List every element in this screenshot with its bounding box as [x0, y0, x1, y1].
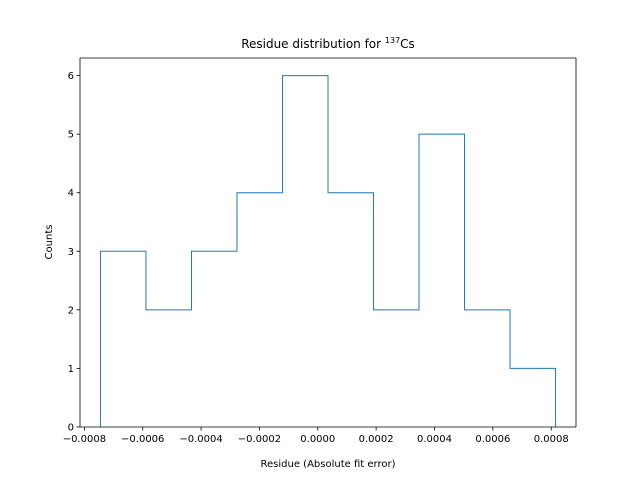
y-tick-label: 3	[68, 247, 74, 258]
x-tick-label: 0.0002	[359, 434, 394, 445]
chart-title: Residue distribution for 137Cs	[241, 36, 415, 51]
x-axis-label: Residue (Absolute fit error)	[261, 459, 396, 470]
y-tick-label: 6	[68, 71, 74, 82]
chart-title-superscript: 137	[385, 36, 400, 45]
x-tick-label: −0.0002	[238, 434, 281, 445]
x-tick-label: −0.0006	[121, 434, 164, 445]
x-tick-label: 0.0006	[475, 434, 510, 445]
y-tick-label: 5	[68, 130, 74, 141]
histogram-step-line	[99, 75, 557, 427]
y-tick-label: 0	[68, 423, 74, 434]
axes-frame	[79, 57, 577, 428]
x-tick-label: 0.0004	[417, 434, 452, 445]
y-axis-ticks: 0 1 2 3 4 5 6	[68, 71, 80, 434]
x-tick-label: 0.0008	[534, 434, 569, 445]
x-tick-label: −0.0008	[63, 434, 106, 445]
y-tick-label: 4	[68, 188, 74, 199]
x-axis-ticks: −0.0008 −0.0006 −0.0004 −0.0002 0.0000 0.0002…	[63, 427, 569, 445]
x-tick-label: 0.0000	[300, 434, 335, 445]
x-tick-label: −0.0004	[179, 434, 222, 445]
y-tick-label: 2	[68, 305, 74, 316]
y-axis-label: Counts	[44, 225, 55, 260]
chart-title-suffix: Cs	[400, 37, 415, 51]
y-tick-label: 1	[68, 364, 74, 375]
